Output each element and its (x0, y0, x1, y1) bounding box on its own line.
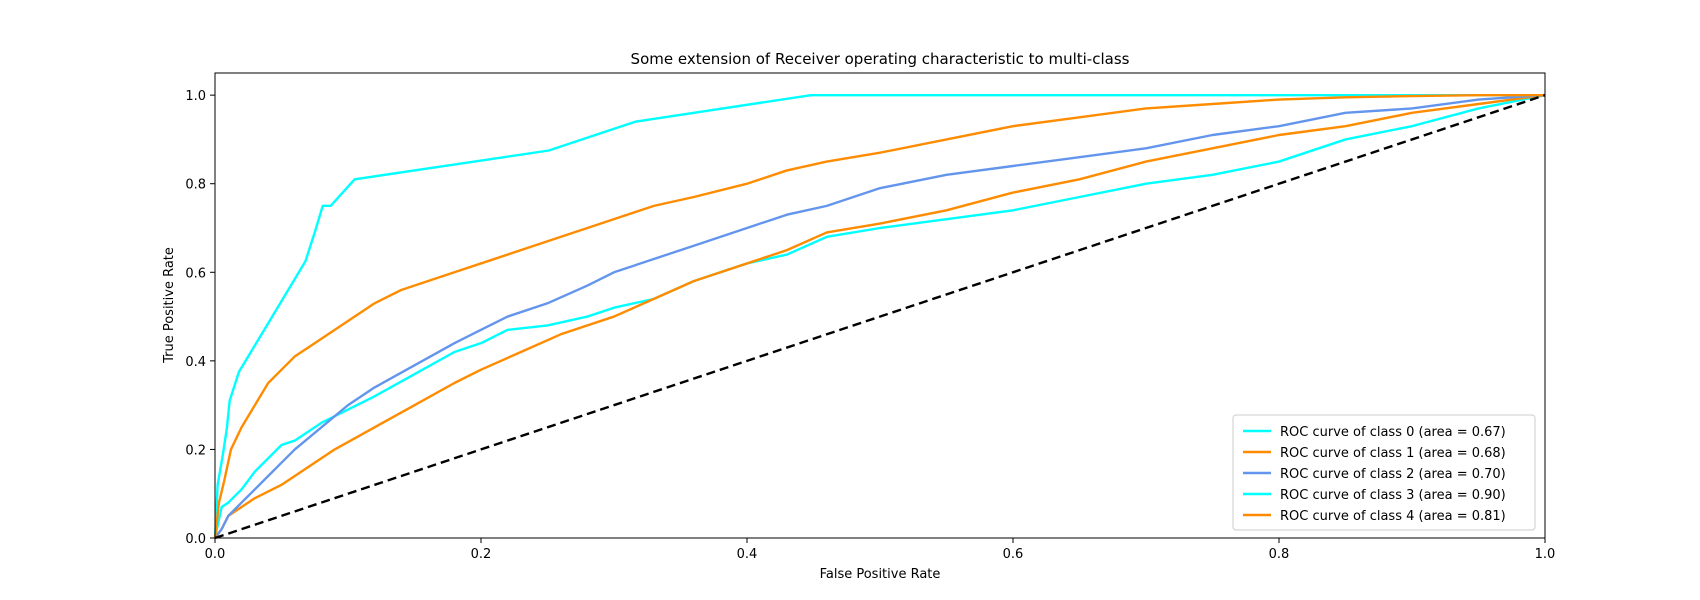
x-tick-label: 0.8 (1269, 547, 1290, 562)
series-line-1 (214, 93, 1546, 539)
x-tick-label: 1.0 (1535, 547, 1556, 562)
chance-diagonal-line (214, 94, 1546, 540)
legend-entry: ROC curve of class 3 (area = 0.90) (1280, 488, 1506, 503)
legend-box (1232, 414, 1536, 531)
plot-frame (214, 72, 1546, 539)
legend-entry: ROC curve of class 4 (area = 0.81) (1280, 509, 1506, 524)
legend-entry: ROC curve of class 2 (area = 0.70) (1280, 467, 1506, 482)
x-tick-label: 0.4 (737, 547, 758, 562)
x-axis: 0.0 0.2 0.4 0.6 0.8 1.0 (205, 538, 1556, 562)
series-line-0 (213, 93, 1546, 539)
y-tick-label: 0.2 (185, 443, 206, 458)
y-tick-label: 1.0 (185, 89, 206, 104)
x-axis-label: False Positive Rate (820, 567, 941, 582)
x-tick-label: 0.0 (205, 547, 226, 562)
chart-title: Some extension of Receiver operating cha… (631, 50, 1130, 68)
x-tick-label: 0.2 (471, 547, 492, 562)
legend-entry: ROC curve of class 1 (area = 0.68) (1280, 446, 1506, 461)
y-tick-label: 0.4 (185, 355, 206, 370)
legend-entry: ROC curve of class 0 (area = 0.67) (1280, 425, 1506, 440)
y-tick-label: 0.0 (185, 532, 206, 547)
y-axis: 0.0 0.2 0.4 0.6 0.8 1.0 (185, 89, 215, 547)
y-tick-label: 0.8 (185, 178, 206, 193)
plot-area (213, 93, 1546, 540)
series-line-2 (214, 93, 1546, 539)
y-tick-label: 0.6 (185, 266, 206, 281)
series-line-4 (213, 93, 1545, 539)
y-axis-label: True Positive Rate (162, 247, 177, 364)
legend: ROC curve of class 0 (area = 0.67) ROC cu… (1232, 414, 1536, 531)
x-tick-label: 0.6 (1003, 547, 1024, 562)
series-line-3 (213, 93, 1545, 539)
